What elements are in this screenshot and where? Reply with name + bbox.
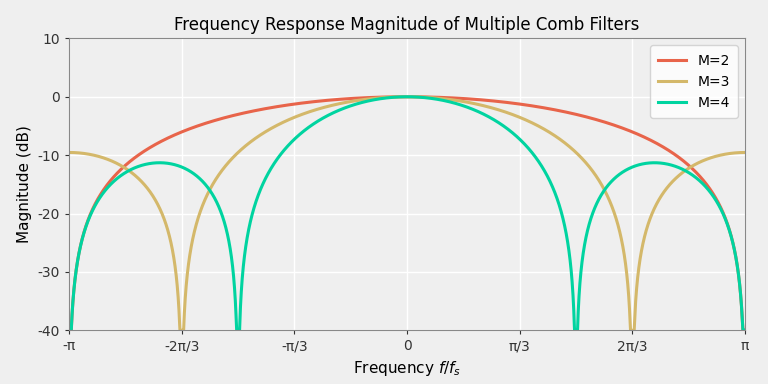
M=4 [740, 328, 750, 333]
Line: M=2: M=2 [69, 97, 745, 330]
M=2 [65, 328, 74, 333]
M=2 [197, 122, 206, 127]
M=3 [402, 94, 412, 99]
M=2 [68, 310, 77, 315]
Line: M=3: M=3 [69, 97, 745, 330]
M=2 [395, 94, 404, 99]
M=3 [65, 150, 74, 155]
Y-axis label: Magnitude (dB): Magnitude (dB) [17, 126, 32, 243]
M=4 [704, 189, 713, 193]
X-axis label: Frequency $f/f_s$: Frequency $f/f_s$ [353, 359, 461, 378]
M=4 [402, 94, 412, 99]
M=3 [105, 158, 114, 162]
M=4 [197, 178, 206, 183]
M=4 [68, 310, 77, 315]
M=2 [740, 328, 750, 333]
Title: Frequency Response Magnitude of Multiple Comb Filters: Frequency Response Magnitude of Multiple… [174, 16, 640, 34]
M=3 [68, 150, 77, 155]
M=3 [705, 156, 714, 161]
M=3 [740, 150, 750, 155]
M=2 [402, 94, 412, 99]
M=4 [395, 94, 404, 99]
M=4 [92, 200, 101, 204]
M=3 [92, 154, 101, 158]
Line: M=4: M=4 [69, 97, 745, 330]
M=3 [175, 328, 184, 333]
M=2 [704, 186, 713, 190]
Legend: M=2, M=3, M=4: M=2, M=3, M=4 [650, 45, 738, 118]
M=2 [105, 180, 114, 184]
M=4 [65, 328, 74, 333]
M=3 [395, 94, 404, 99]
M=4 [105, 183, 114, 188]
M=2 [92, 198, 101, 203]
M=3 [197, 205, 207, 210]
